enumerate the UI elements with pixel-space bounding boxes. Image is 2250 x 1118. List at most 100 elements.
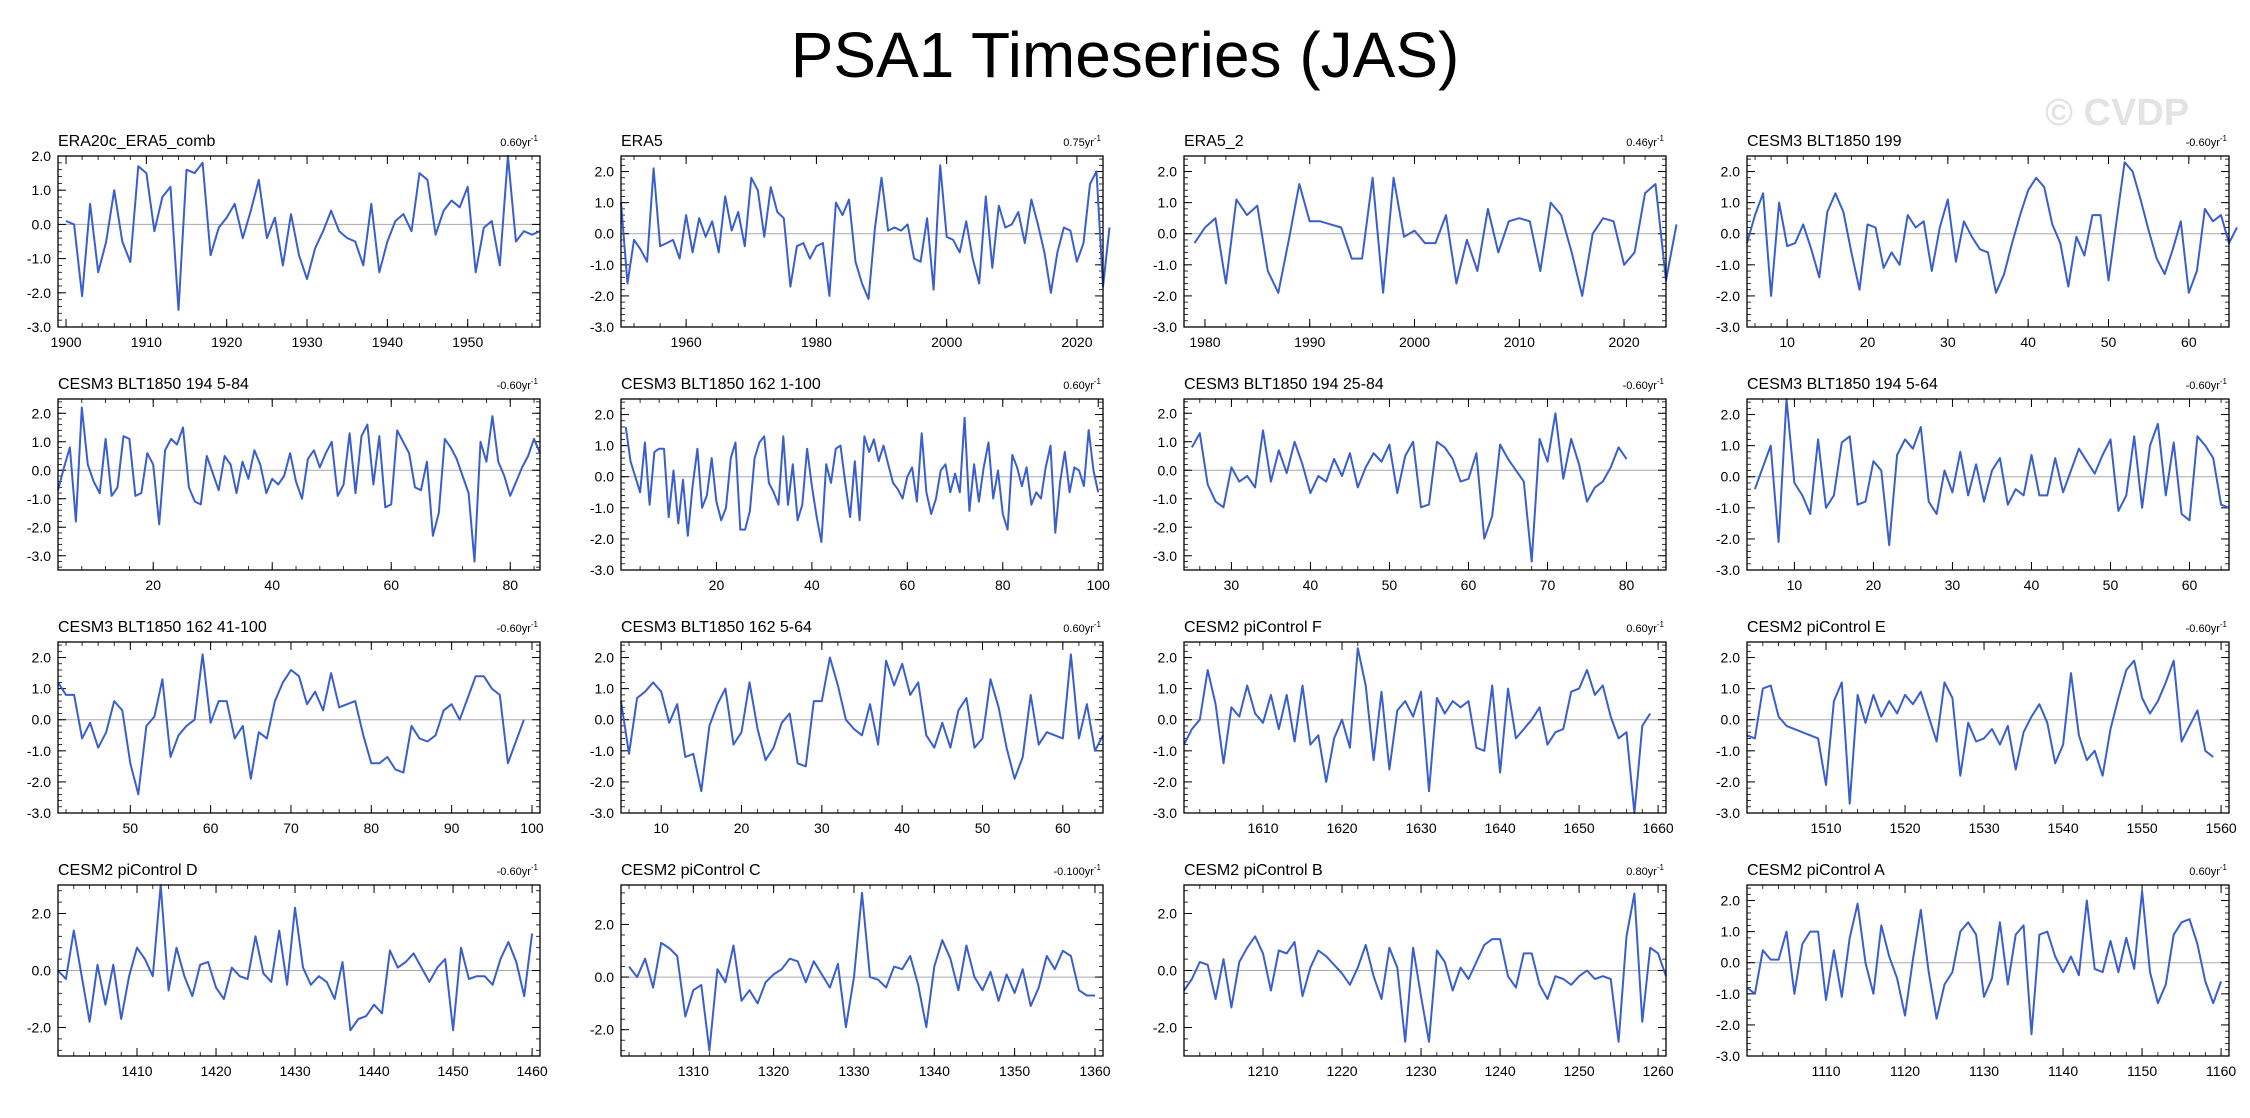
series-line bbox=[1753, 398, 2230, 547]
y-tick-label: 0.0 bbox=[595, 226, 615, 242]
x-tick-label: 1130 bbox=[1969, 1063, 1999, 1079]
x-tick-label: 1550 bbox=[2127, 820, 2158, 836]
y-tick-label: 1.0 bbox=[32, 681, 52, 697]
x-tick-label: 50 bbox=[975, 820, 991, 836]
y-tick-label: 1.0 bbox=[1158, 195, 1178, 211]
y-tick-label: -3.0 bbox=[1716, 319, 1740, 335]
x-tick-label: 1220 bbox=[1326, 1063, 1357, 1079]
plot-frame bbox=[1746, 641, 2230, 814]
panel-title: ERA5_2 bbox=[1184, 133, 1244, 150]
y-tick-label: 2.0 bbox=[1721, 164, 1741, 180]
series-line bbox=[1746, 890, 2223, 1036]
panel-title: CESM3 BLT1850 194 25-84 bbox=[1184, 376, 1384, 393]
x-tick-label: 60 bbox=[2182, 577, 2198, 593]
x-tick-label: 1520 bbox=[1889, 820, 1920, 836]
y-tick-label: -1.0 bbox=[1153, 743, 1177, 759]
y-tick-label: 2.0 bbox=[595, 407, 615, 423]
panel-6: CESM3 BLT1850 162 1-100 0.60yr-1 -3.0 -2.0 -… bbox=[590, 376, 1110, 593]
panel-13: CESM2 piControl D -0.60yr-1 -2.0 0.0 2.0 1410… bbox=[27, 862, 548, 1079]
y-tick-label: -2.0 bbox=[1716, 1017, 1740, 1033]
trend-exponent: -1 bbox=[2220, 863, 2228, 872]
y-tick-label: 0.0 bbox=[1721, 955, 1741, 971]
x-tick-label: 60 bbox=[2181, 334, 2197, 350]
plot-frame bbox=[620, 155, 1104, 328]
trend-value: -0.60yr bbox=[497, 623, 532, 635]
y-tick-label: -1.0 bbox=[27, 743, 51, 759]
x-tick-label: 30 bbox=[1224, 577, 1240, 593]
y-tick-label: 2.0 bbox=[595, 916, 615, 932]
x-tick-label: 1140 bbox=[2048, 1063, 2078, 1079]
y-tick-label: 1.0 bbox=[32, 182, 52, 198]
trend-value: 0.60yr bbox=[1063, 623, 1094, 635]
x-tick-label: 1120 bbox=[1890, 1063, 1920, 1079]
x-tick-label: 80 bbox=[364, 820, 380, 836]
y-tick-label: 1.0 bbox=[1721, 681, 1741, 697]
x-tick-label: 20 bbox=[734, 820, 750, 836]
trend-value: -0.60yr bbox=[1623, 380, 1658, 392]
series-line bbox=[1746, 659, 2214, 805]
trend-exponent: -1 bbox=[531, 377, 539, 386]
panel-15: CESM2 piControl B 0.80yr-1 -2.0 0.0 2.0 1210 1… bbox=[1153, 862, 1674, 1079]
y-tick-label: -1.0 bbox=[1716, 986, 1740, 1002]
plot-frame bbox=[1746, 155, 2230, 328]
x-tick-label: 30 bbox=[1940, 334, 1956, 350]
y-tick-label: -3.0 bbox=[1716, 562, 1740, 578]
x-tick-label: 2000 bbox=[1399, 334, 1430, 350]
trend-label: -0.60yr-1 bbox=[497, 377, 539, 392]
y-tick-label: 1.0 bbox=[1721, 438, 1741, 454]
y-tick-label: 2.0 bbox=[595, 650, 615, 666]
trend-label: 0.46yr-1 bbox=[1626, 134, 1664, 149]
series-line bbox=[65, 155, 541, 311]
y-tick-label: -2.0 bbox=[590, 1022, 614, 1038]
x-tick-label: 60 bbox=[900, 577, 916, 593]
x-tick-label: 90 bbox=[444, 820, 460, 836]
y-tick-label: 0.0 bbox=[1721, 469, 1741, 485]
y-tick-label: -2.0 bbox=[27, 1020, 51, 1036]
y-tick-label: -2.0 bbox=[27, 774, 51, 790]
x-tick-label: 80 bbox=[995, 577, 1011, 593]
panel-1: ERA20c_ERA5_comb 0.60yr-1 -3.0 -2.0 -1.0 0.0 1… bbox=[27, 133, 541, 350]
y-tick-label: -2.0 bbox=[27, 519, 51, 535]
x-tick-label: 40 bbox=[1303, 577, 1319, 593]
x-tick-label: 1910 bbox=[131, 334, 162, 350]
x-tick-label: 1450 bbox=[438, 1063, 469, 1079]
plot-frame bbox=[57, 155, 541, 328]
y-tick-label: -1.0 bbox=[1716, 500, 1740, 516]
x-tick-label: 1230 bbox=[1405, 1063, 1436, 1079]
panel-title: CESM3 BLT1850 162 1-100 bbox=[621, 376, 821, 393]
trend-exponent: -1 bbox=[1094, 863, 1102, 872]
x-tick-label: 20 bbox=[145, 577, 161, 593]
x-tick-label: 1420 bbox=[200, 1063, 231, 1079]
y-tick-label: -1.0 bbox=[1716, 743, 1740, 759]
series-line bbox=[1746, 161, 2238, 297]
trend-label: 0.60yr-1 bbox=[1063, 620, 1101, 635]
y-tick-label: -1.0 bbox=[1153, 257, 1177, 273]
trend-exponent: -1 bbox=[531, 863, 539, 872]
x-tick-label: 1920 bbox=[211, 334, 242, 350]
trend-exponent: -1 bbox=[531, 620, 539, 629]
x-tick-label: 1980 bbox=[801, 334, 832, 350]
plot-frame bbox=[57, 884, 541, 1057]
y-tick-label: -3.0 bbox=[27, 319, 51, 335]
x-tick-label: 1510 bbox=[1810, 820, 1841, 836]
y-tick-label: -1.0 bbox=[27, 491, 51, 507]
y-tick-label: 2.0 bbox=[32, 650, 52, 666]
series-line bbox=[620, 164, 1111, 300]
plot-frame bbox=[57, 398, 541, 571]
trend-value: 0.75yr bbox=[1063, 137, 1094, 149]
x-tick-label: 100 bbox=[1087, 577, 1111, 593]
trend-exponent: -1 bbox=[2220, 620, 2228, 629]
panel-10: CESM3 BLT1850 162 5-64 0.60yr-1 -3.0 -2.0 -1… bbox=[590, 619, 1104, 836]
trend-exponent: -1 bbox=[2220, 377, 2228, 386]
trend-exponent: -1 bbox=[531, 134, 539, 143]
x-tick-label: 1620 bbox=[1326, 820, 1357, 836]
x-tick-label: 1630 bbox=[1405, 820, 1436, 836]
x-tick-label: 1410 bbox=[121, 1063, 152, 1079]
panel-14: CESM2 piControl C -0.100yr-1 -2.0 0.0 2.0 131… bbox=[590, 862, 1111, 1079]
x-tick-label: 80 bbox=[1619, 577, 1635, 593]
x-tick-label: 40 bbox=[894, 820, 910, 836]
plot-frame bbox=[620, 398, 1104, 571]
y-tick-label: 1.0 bbox=[595, 681, 615, 697]
y-tick-label: -2.0 bbox=[590, 774, 614, 790]
trend-exponent: -1 bbox=[1657, 863, 1665, 872]
